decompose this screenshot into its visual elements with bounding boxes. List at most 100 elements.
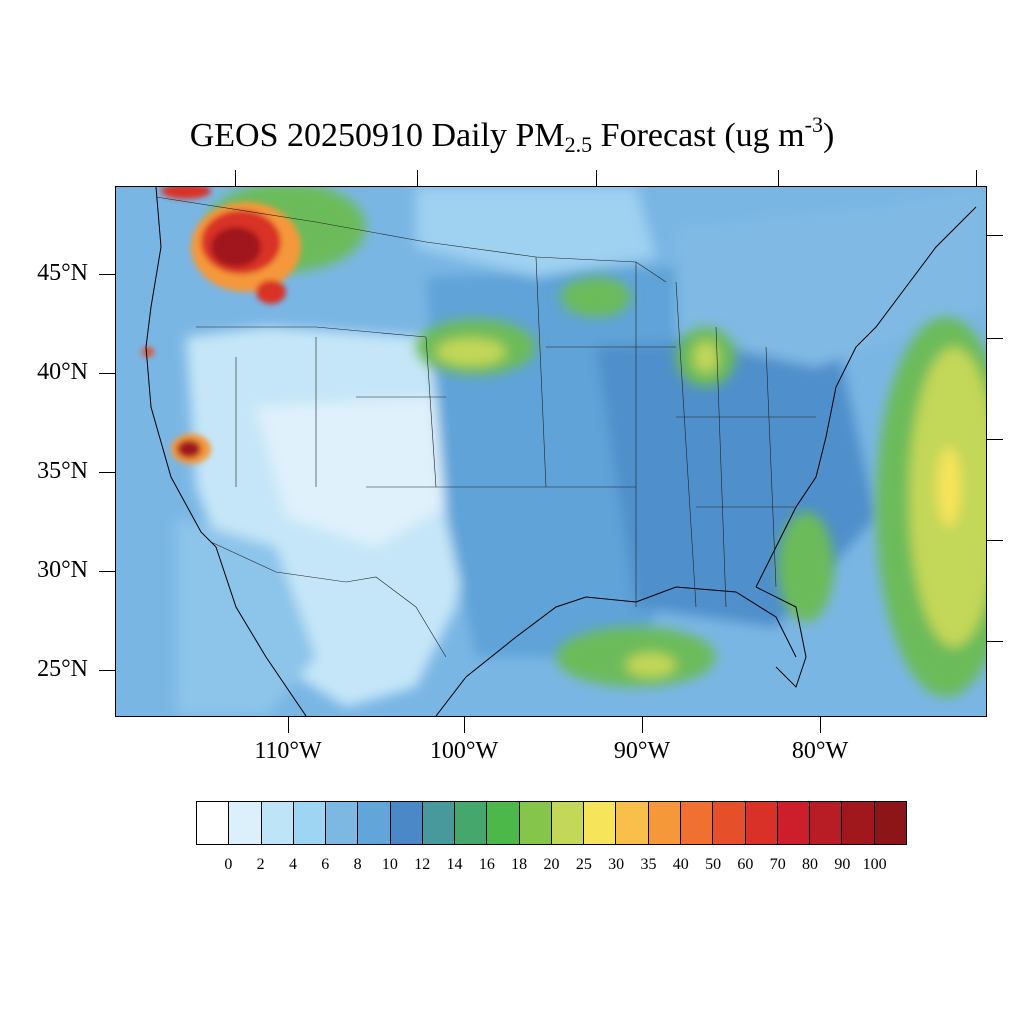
colorbar-swatch — [293, 802, 327, 844]
tick-right-2 — [987, 338, 1003, 339]
southeast-coast-plume — [778, 512, 834, 622]
tick-left-1 — [99, 274, 115, 275]
tick-left-3 — [99, 472, 115, 473]
title-main: GEOS 20250910 Daily PM — [189, 117, 565, 154]
west-coast-line — [145, 187, 217, 548]
tick-left-4 — [99, 571, 115, 572]
tick-left-2 — [99, 373, 115, 374]
tick-top-2 — [417, 170, 418, 186]
gulf-coast-line — [435, 586, 797, 716]
colorbar-swatch — [390, 802, 423, 844]
tick-right-4 — [987, 540, 1003, 541]
lat-label-45n: 45°N — [37, 260, 88, 286]
map-canvas — [116, 187, 986, 716]
canada-fire-plume — [161, 187, 211, 199]
colorbar-swatch — [777, 802, 811, 844]
colorbar-swatch — [842, 802, 875, 844]
florida-coastline — [755, 586, 807, 688]
title-units: Forecast (ug m — [592, 117, 805, 154]
pm25-forecast-map — [115, 186, 987, 717]
colorbar-label: 50 — [705, 856, 722, 873]
tick-bottom-4 — [820, 717, 821, 733]
map-title: GEOS 20250910 Daily PM2.5 Forecast (ug m… — [0, 112, 1024, 158]
california-fire-plume-core — [177, 440, 201, 458]
tick-top-3 — [596, 170, 597, 186]
colorbar-label: 2 — [256, 856, 265, 873]
colorbar-label: 40 — [672, 856, 689, 873]
east-coast-line — [755, 206, 977, 588]
great-lakes-plume — [561, 277, 631, 317]
colorbar — [196, 801, 907, 845]
lat-label-30n: 30°N — [37, 557, 88, 583]
canada-us-border — [155, 196, 667, 283]
title-close: ) — [822, 117, 835, 154]
plains-plume-core — [436, 338, 506, 366]
colorbar-label: 80 — [802, 856, 819, 873]
colorbar-swatch — [648, 802, 681, 844]
lat-label-40n: 40°N — [37, 359, 88, 385]
colorbar-label: 16 — [478, 856, 495, 873]
title-superscript: -3 — [804, 112, 823, 137]
gulf-plume-core — [626, 653, 676, 677]
tick-top-5 — [976, 170, 977, 186]
colorbar-label: 12 — [414, 856, 431, 873]
norcal-coast-plume — [142, 347, 154, 357]
atlantic-plume-core — [937, 447, 961, 527]
tick-bottom-3 — [642, 717, 643, 733]
colorbar-label: 30 — [608, 856, 625, 873]
colorbar-swatch — [584, 802, 617, 844]
colorbar-label: 35 — [640, 856, 657, 873]
colorbar-swatch — [745, 802, 778, 844]
tick-top-4 — [778, 170, 779, 186]
title-subscript: 2.5 — [564, 132, 593, 157]
lon-label-110w: 110°W — [254, 738, 322, 764]
tick-right-3 — [987, 439, 1003, 440]
colorbar-swatch — [229, 802, 262, 844]
lon-label-100w: 100°W — [429, 738, 499, 764]
colorbar-label: 60 — [737, 856, 754, 873]
colorbar-label: 25 — [575, 856, 592, 873]
great-lakes-region — [676, 187, 986, 367]
great-basin-clean-region — [256, 397, 446, 547]
border-lines — [155, 196, 816, 658]
colorbar-swatch — [358, 802, 391, 844]
tick-right-5 — [987, 641, 1003, 642]
colorbar-swatch — [810, 802, 843, 844]
colorbar-swatch — [874, 802, 906, 844]
colorbar-label: 14 — [446, 856, 463, 873]
tick-left-5 — [99, 670, 115, 671]
colorbar-swatch — [680, 802, 714, 844]
colorbar-label: 90 — [834, 856, 851, 873]
michigan-plume-core — [694, 341, 718, 373]
colorbar-label: 70 — [769, 856, 786, 873]
tick-right-1 — [987, 235, 1003, 236]
colorbar-label: 6 — [321, 856, 330, 873]
idaho-fire-plume-core — [211, 227, 261, 267]
colorbar-label: 10 — [381, 856, 398, 873]
colorbar-swatch — [455, 802, 488, 844]
tick-bottom-2 — [464, 717, 465, 733]
lon-label-90w: 90°W — [613, 738, 671, 764]
colorbar-label: 4 — [288, 856, 297, 873]
colorbar-swatch — [487, 802, 520, 844]
coastlines — [145, 187, 977, 716]
southwest-coast-region — [176, 517, 316, 716]
colorbar-label: 18 — [511, 856, 528, 873]
canada-north-region — [416, 187, 656, 277]
state-boundaries — [196, 256, 816, 608]
colorbar-label: 0 — [224, 856, 233, 873]
colorbar-swatch — [519, 802, 552, 844]
colorbar-label: 100 — [862, 856, 887, 873]
montana-fire-plume — [256, 280, 286, 304]
lat-label-25n: 25°N — [37, 656, 88, 682]
colorbar-swatch — [197, 802, 230, 844]
colorbar-swatch — [261, 802, 294, 844]
lon-label-80w: 80°W — [791, 738, 849, 764]
colorbar-swatch — [326, 802, 359, 844]
baja-coastline — [215, 546, 307, 716]
mexico-us-border — [210, 541, 447, 658]
colorbar-swatch — [616, 802, 649, 844]
colorbar-label: 8 — [353, 856, 362, 873]
colorbar-swatch — [422, 802, 456, 844]
colorbar-swatch — [551, 802, 585, 844]
